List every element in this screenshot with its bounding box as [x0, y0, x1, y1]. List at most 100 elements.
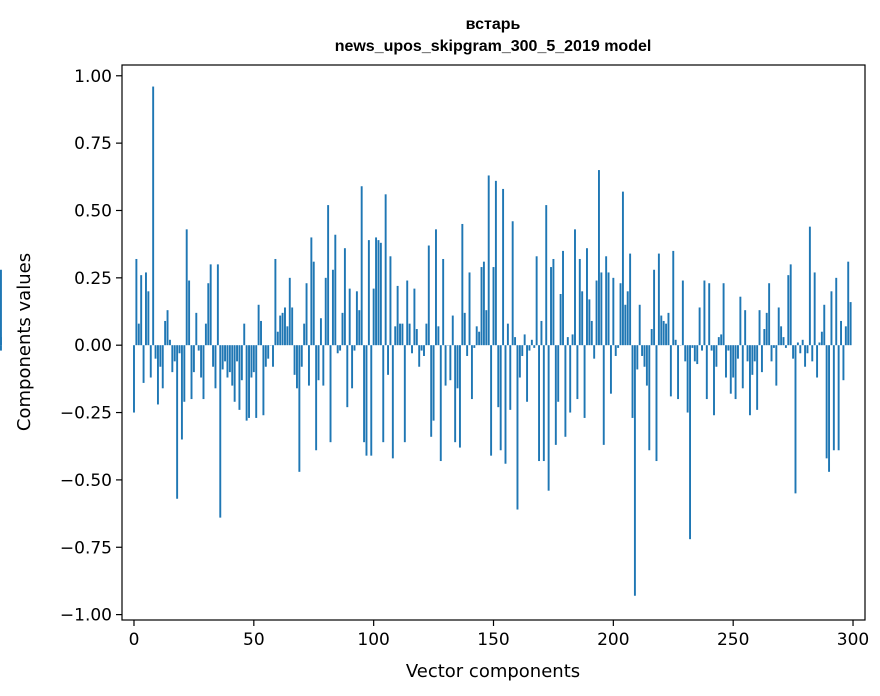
bar-102 — [377, 240, 380, 346]
bar-208 — [631, 345, 634, 418]
bar-6 — [147, 291, 150, 346]
bar-188 — [583, 345, 586, 418]
bar-196 — [602, 345, 605, 445]
bar-219 — [657, 253, 660, 346]
bar-205 — [624, 304, 627, 346]
y-tick-label: −1.00 — [60, 606, 112, 626]
bar-138 — [463, 312, 466, 346]
bar-149 — [490, 345, 493, 456]
bar-55 — [264, 345, 267, 367]
bar-249 — [729, 345, 732, 394]
bar-14 — [166, 310, 169, 346]
bar-267 — [772, 345, 775, 348]
bar-247 — [725, 345, 727, 378]
bar-8 — [152, 86, 155, 346]
y-tick-label: −0.50 — [60, 471, 112, 491]
bar-163 — [523, 334, 526, 346]
bar-290 — [828, 345, 831, 472]
bar-204 — [621, 191, 624, 346]
bar-200 — [612, 277, 615, 346]
bars — [0, 86, 852, 596]
bar-176 — [554, 345, 557, 445]
bar-227 — [677, 345, 680, 400]
y-tick-label: 0.25 — [74, 269, 112, 289]
bar-182 — [569, 345, 572, 413]
bar-150 — [492, 267, 495, 346]
bar-122 — [425, 323, 428, 346]
bar-56 — [267, 345, 270, 359]
bar-64 — [286, 326, 289, 346]
bar-88 — [343, 248, 346, 346]
bar-107 — [389, 256, 392, 346]
bar-19 — [178, 345, 181, 354]
bar-262 — [760, 345, 763, 373]
chart-subtitle: news_upos_skipgram_300_5_2019 model — [335, 38, 652, 55]
bar-162 — [521, 345, 524, 356]
bar-272 — [784, 345, 787, 348]
bar-263 — [763, 329, 766, 346]
bar-174 — [550, 267, 552, 346]
bar-123 — [427, 245, 430, 346]
bar-277 — [796, 342, 799, 346]
bar-187 — [581, 291, 584, 346]
bar-259 — [753, 345, 756, 362]
x-tick-label: 200 — [597, 630, 629, 650]
bar-253 — [739, 296, 742, 346]
bar-9 — [154, 345, 157, 359]
bar-145 — [480, 267, 483, 346]
bar-95 — [360, 186, 363, 346]
bar-139 — [466, 345, 469, 356]
bar-280 — [804, 345, 807, 367]
bar-285 — [816, 345, 819, 378]
bar-35 — [216, 264, 219, 346]
bar-144 — [478, 331, 481, 346]
bar-220 — [660, 315, 663, 346]
bar-34 — [214, 345, 217, 389]
bar-146 — [482, 261, 485, 346]
bar-142 — [473, 345, 476, 348]
bar-166 — [530, 339, 533, 346]
y-tick-label: 1.00 — [74, 67, 112, 87]
bar-260 — [756, 345, 759, 410]
bar-203 — [619, 283, 622, 346]
bar-160 — [516, 345, 519, 510]
bar-206 — [626, 291, 629, 346]
bar-283 — [811, 345, 814, 362]
bar-252 — [737, 345, 739, 359]
bar-156 — [506, 323, 509, 346]
bar-48 — [248, 345, 250, 418]
bar-5 — [145, 272, 147, 346]
bar-10 — [156, 345, 159, 405]
bar-225 — [672, 250, 675, 346]
bar-135 — [456, 345, 459, 389]
bar-230 — [684, 345, 687, 362]
bar-22 — [185, 229, 188, 346]
x-tick-label: 150 — [477, 630, 509, 650]
bar-50 — [252, 345, 255, 373]
bar-147 — [485, 310, 488, 346]
bar-45 — [240, 345, 243, 381]
bar-281 — [806, 345, 809, 354]
bar-148 — [487, 175, 490, 346]
bar-43 — [236, 345, 239, 362]
bar-39 — [226, 345, 229, 378]
x-tick-label: 250 — [717, 630, 749, 650]
bar-2 — [137, 323, 140, 346]
x-tick-label: 0 — [129, 630, 140, 650]
bar-231 — [686, 345, 689, 413]
bar-190 — [588, 299, 591, 346]
bar-1 — [135, 258, 138, 346]
bar-209 — [633, 345, 636, 596]
y-axis: 1.00 0.75 0.50 0.25 0.00 −0.25 −0.50 −0.75 −1.00 — [60, 67, 122, 626]
x-axis-label: Vector components — [406, 661, 580, 682]
bar-97 — [365, 345, 368, 456]
bar-284 — [813, 272, 816, 346]
bar-51 — [255, 345, 258, 418]
bar-13 — [164, 320, 167, 346]
bar-242 — [713, 345, 715, 416]
bar-100 — [372, 288, 375, 346]
bar-11 — [159, 345, 162, 367]
bar-7 — [149, 345, 152, 378]
bar-96 — [363, 345, 366, 443]
bar-16 — [171, 345, 174, 373]
